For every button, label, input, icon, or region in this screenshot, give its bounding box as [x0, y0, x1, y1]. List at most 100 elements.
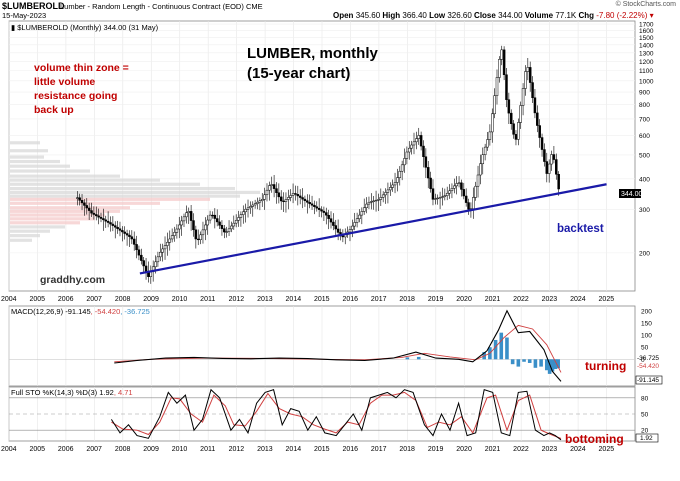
candle-body	[483, 146, 487, 155]
candle-body	[78, 197, 81, 201]
candle-body	[142, 260, 145, 267]
candle-body	[322, 210, 326, 213]
candle-body	[509, 112, 513, 124]
price-tick-label: 1000	[639, 78, 654, 85]
candle-body	[512, 123, 515, 135]
price-tick-label: 500	[639, 152, 650, 159]
candle-body	[260, 199, 264, 202]
candle-body	[498, 59, 501, 78]
low-label: Low	[429, 11, 446, 20]
candle-body	[244, 208, 247, 213]
volume-by-price-bar	[10, 213, 105, 217]
candle-body	[367, 201, 371, 205]
year-tick-label: 2014	[286, 446, 302, 453]
candle-body	[287, 197, 290, 200]
candle-body	[540, 137, 544, 150]
candle-body	[455, 183, 458, 187]
year-tick-label: 2016	[342, 446, 358, 453]
stoch-legend-name: Full STO %K(14,3) %D(3)	[11, 388, 98, 397]
year-tick-label: 2018	[399, 296, 415, 303]
year-tick-label: 2006	[58, 446, 74, 453]
macd-histogram-bar	[556, 359, 560, 369]
candle-body	[230, 225, 233, 230]
candle-body	[196, 238, 200, 241]
volume-by-price-bar	[10, 229, 50, 233]
candle-body	[144, 265, 148, 272]
candle-body	[111, 223, 115, 226]
volume-by-price-bar	[10, 209, 120, 213]
volume-by-price-bar	[10, 159, 60, 164]
candle-body	[313, 205, 316, 207]
candle-body	[242, 211, 245, 215]
candle-body	[175, 228, 179, 233]
candle-body	[132, 238, 136, 245]
year-tick-label: 2022	[513, 296, 529, 303]
candle-body	[130, 236, 134, 240]
candle-body	[550, 154, 553, 165]
stoch-right-box	[635, 433, 659, 443]
stoch-right-label: 1.92	[640, 435, 653, 442]
candle-body	[87, 207, 91, 211]
candle-body	[272, 184, 276, 189]
candle-body	[83, 202, 86, 206]
candle-body	[168, 238, 172, 243]
candle-body	[258, 200, 262, 203]
year-tick-label: 2015	[314, 296, 330, 303]
price-tick-label: 700	[639, 116, 650, 123]
candle-body	[545, 161, 549, 174]
year-tick-label: 2019	[428, 296, 444, 303]
volume-note-2: little volume	[34, 76, 95, 88]
candle-body	[329, 218, 333, 223]
volume-by-price-bar	[10, 221, 80, 225]
candle-body	[505, 74, 508, 100]
candle-body	[443, 195, 447, 197]
macd-histogram-bar	[533, 359, 538, 368]
year-tick-label: 2022	[513, 446, 529, 453]
candle-body	[405, 151, 409, 159]
candle-body	[460, 182, 463, 190]
candle-body	[232, 222, 236, 227]
candle-body	[99, 216, 103, 219]
candle-body	[90, 210, 93, 214]
candle-body	[422, 145, 425, 157]
price-tick-label: 1100	[639, 68, 653, 75]
volume-note-1: volume thin zone =	[34, 62, 129, 74]
macd-tick-label: 50	[641, 345, 649, 352]
candle-body	[270, 184, 273, 186]
candle-body	[400, 164, 404, 172]
price-legend-text: $LUMBEROLD (Monthly) 344.00 (31 May)	[17, 23, 158, 32]
candle-body	[519, 105, 522, 123]
chg-label: Chg	[578, 11, 595, 20]
candle-body	[408, 147, 411, 153]
candle-body	[185, 212, 188, 218]
candle-body	[365, 203, 368, 209]
quote-bar: Open 345.60 High 366.40 Low 326.60 Close…	[333, 11, 654, 20]
year-tick-label: 2012	[229, 446, 245, 453]
stoch-legend: Full STO %K(14,3) %D(3) 1.92, 4.71	[11, 388, 133, 397]
candle-body	[360, 211, 364, 216]
volume-by-price-bar	[10, 174, 120, 178]
candle-body	[410, 144, 413, 149]
candle-body	[315, 206, 319, 209]
year-tick-label: 2005	[29, 446, 45, 453]
volume-by-price-bar	[10, 141, 40, 145]
price-tick-label: 600	[639, 133, 650, 140]
candle-body	[180, 220, 183, 226]
stoch-k-line	[110, 388, 562, 441]
candle-body	[249, 206, 252, 209]
candle-body	[121, 230, 124, 233]
site-credit: © StockCharts.com	[615, 1, 676, 8]
candle-body	[526, 67, 530, 72]
candle-body	[166, 242, 169, 246]
macd-right-box	[635, 375, 663, 385]
candle-body	[192, 220, 195, 231]
macd-histogram-bar	[544, 359, 549, 371]
price-tick-label: 800	[639, 102, 650, 109]
price-tick-label: 1200	[639, 59, 654, 66]
candle-body	[85, 205, 89, 209]
candle-body	[268, 185, 271, 191]
candle-body	[215, 218, 219, 223]
open-label: Open	[333, 11, 354, 20]
last-price-label: 344.00	[621, 191, 643, 198]
volume-by-price-bar	[10, 206, 130, 210]
